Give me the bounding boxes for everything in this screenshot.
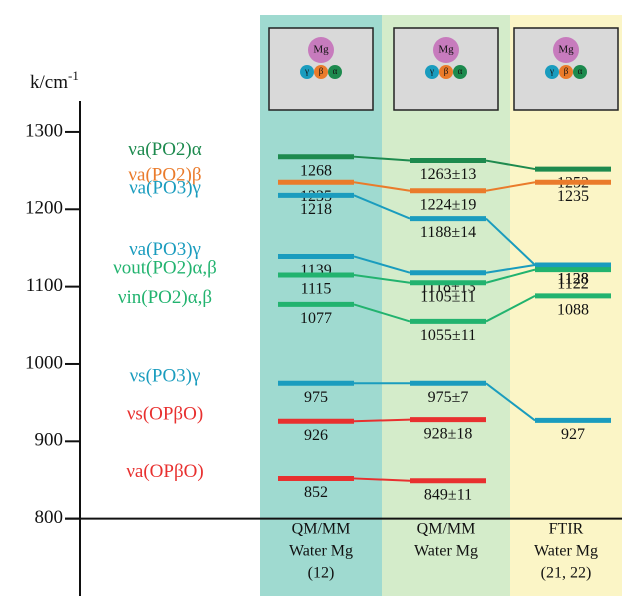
series-name: νa(OPβO): [126, 461, 203, 482]
y-tick-label: 1200: [25, 198, 63, 219]
icon-ball-label: γ: [304, 66, 309, 76]
icon-ball-label: α: [333, 66, 338, 76]
value-label: 1263±13: [420, 166, 477, 183]
column-label: FTIR: [549, 521, 584, 538]
series-name: νa(PO3)γ: [129, 178, 201, 199]
y-tick-label: 900: [35, 430, 64, 451]
value-label: 1224±19: [420, 196, 477, 213]
icon-mg-label: Mg: [313, 44, 329, 56]
value-label: 928±18: [424, 425, 473, 442]
icon-mg-label: Mg: [558, 44, 574, 56]
series-name: νs(PO3)γ: [130, 366, 201, 387]
y-axis-label: k/cm-1: [30, 68, 79, 93]
y-label-main: k/cm: [30, 72, 68, 93]
series-name: νout(PO2)α,β: [113, 257, 217, 278]
y-tick-label: 1000: [25, 352, 63, 373]
column-label: (21, 22): [541, 565, 592, 582]
value-label: 1235: [557, 188, 589, 205]
value-label: 1105±11: [420, 288, 476, 305]
icon-ball-label: β: [444, 66, 449, 76]
icon-ball-label: β: [564, 66, 569, 76]
icon-mg-label: Mg: [438, 44, 454, 56]
value-label: 1122: [557, 275, 588, 292]
icon-ball-label: α: [578, 66, 583, 76]
column-label: Water Mg: [289, 543, 353, 560]
y-tick-label: 1300: [25, 120, 63, 141]
column-label: QM/MM: [292, 521, 351, 538]
y-tick-label: 800: [35, 507, 64, 528]
series-name: νa(PO2)α: [128, 139, 201, 160]
series-name: νin(PO2)α,β: [118, 287, 212, 308]
column-label: Water Mg: [534, 543, 598, 560]
chart: k/cm-1 MgγβαQM/MMWater Mg(12)MgγβαQM/MMW…: [0, 0, 622, 596]
icon-ball-label: β: [319, 66, 324, 76]
value-label: 1218: [300, 201, 332, 218]
value-label: 975±7: [428, 389, 469, 406]
value-label: 1077: [300, 310, 332, 327]
value-label: 927: [561, 426, 585, 443]
icon-ball-label: α: [458, 66, 463, 76]
series-name: νs(OPβO): [127, 404, 203, 425]
y-tick-label: 1100: [26, 275, 63, 296]
value-label: 1088: [557, 302, 589, 319]
value-label: 852: [304, 484, 328, 501]
value-label: 849±11: [424, 486, 472, 503]
value-label: 975: [304, 389, 328, 406]
value-label: 1115: [301, 281, 332, 298]
column-label: (12): [308, 565, 335, 582]
value-label: 926: [304, 427, 328, 444]
icon-ball-label: γ: [549, 66, 554, 76]
value-label: 1055±11: [420, 327, 476, 344]
value-label: 1188±14: [420, 224, 476, 241]
value-label: 1268: [300, 162, 332, 179]
column-label: Water Mg: [414, 543, 478, 560]
y-label-sup: -1: [68, 68, 79, 83]
icon-ball-label: γ: [429, 66, 434, 76]
column-label: QM/MM: [417, 521, 476, 538]
